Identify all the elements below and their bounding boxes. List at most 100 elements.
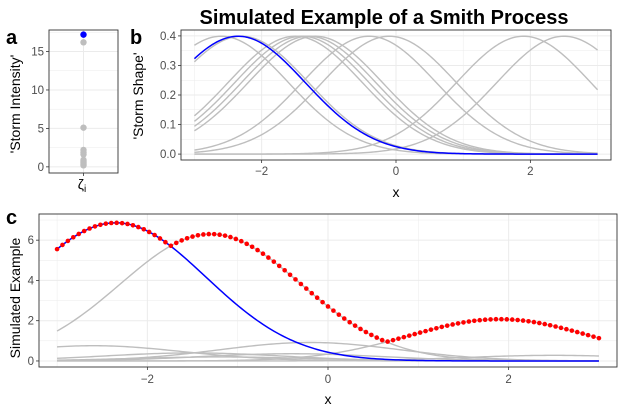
panel-c-max-point [520, 318, 526, 323]
panel-c-max-point [125, 221, 130, 227]
panel-a-xlabel-sub: i [84, 184, 86, 195]
panel-c-max-point [564, 326, 569, 332]
figure-title: Simulated Example of a Smith Process [199, 7, 568, 29]
panel-c-max-point [390, 337, 396, 343]
panel-c-max-point [531, 319, 537, 325]
panel-c-max-point [553, 324, 558, 329]
panel-c-max-point [81, 228, 87, 234]
panel-c-max-point [179, 238, 184, 243]
panel-c-max-point [201, 232, 206, 237]
panel-c-max-point [444, 323, 450, 328]
panel-c-max-point [314, 295, 320, 301]
panel-c-max-point [190, 234, 195, 239]
panel-c: 0 2 4 6 −2 0 2 [28, 213, 618, 386]
panel-c-max-point [331, 308, 336, 313]
panel-c-xtick-label: 2 [505, 374, 511, 386]
panel-c-max-point [341, 316, 347, 321]
panel-c-max-point [472, 318, 477, 324]
panel-c-max-point [233, 236, 239, 242]
panel-c-max-point [114, 220, 119, 226]
panel-c-max-point [396, 336, 401, 341]
panel-c-max-point [152, 232, 157, 238]
panel-c-max-point [293, 277, 298, 282]
panel-b-storm-curve [194, 35, 598, 155]
panel-c-max-point [509, 317, 515, 322]
panel-c-max-point [585, 332, 591, 338]
panel-c-max-point [217, 232, 222, 237]
panel-c-storm-curve [57, 341, 599, 362]
panel-c-max-point [260, 251, 266, 257]
panel-b-xtick-label: −2 [255, 166, 268, 178]
panel-c-max-point [574, 329, 580, 335]
panel-c-max-point [482, 317, 488, 323]
panel-c-max-point [569, 328, 575, 333]
panel-c-max-point [76, 231, 82, 237]
panel-b-tag: b [130, 27, 142, 49]
panel-c-tag: c [6, 207, 17, 229]
panel-c-max-point [352, 323, 358, 328]
panel-c-max-point [379, 337, 385, 343]
panel-a-ylabel: 'Storm Intensity' [7, 55, 23, 154]
panel-c-max-point [369, 332, 374, 338]
panel-c-max-point [276, 263, 282, 269]
panel-c-max-point [439, 324, 445, 330]
panel-c-max-point [222, 233, 228, 238]
panel-c-xlabel: x [325, 391, 332, 407]
panel-c-max-point [591, 334, 596, 339]
panel-c-max-point [423, 328, 428, 334]
panel-c-max-point [282, 268, 287, 273]
panel-c-max-point [249, 244, 255, 250]
panel-c-max-point [54, 246, 60, 252]
panel-c-max-point [239, 238, 244, 244]
panel-a: 0 5 10 15 [31, 29, 119, 176]
panel-c-max-point [325, 304, 331, 309]
panel-c-max-point [271, 259, 277, 264]
panel-c-xtick-label: −2 [141, 374, 154, 386]
panel-c-max-point [173, 240, 179, 246]
panel-c-max-point [466, 319, 472, 324]
panel-c-max-point [363, 329, 369, 335]
panel-c-max-point [244, 241, 250, 247]
panel-b: 0.0 0.1 0.2 0.3 0.4 −2 0 2 [160, 29, 612, 178]
panel-a-ytick-label: 5 [38, 123, 44, 135]
panel-c-max-point [87, 226, 92, 231]
panel-c-max-point [141, 227, 147, 232]
panel-c-max-point [228, 234, 233, 240]
panel-c-max-point [71, 234, 76, 240]
panel-a-plot-border [48, 29, 119, 174]
panel-c-xtick-label: 0 [325, 374, 331, 386]
panel-c-max-point [596, 335, 602, 341]
panel-c-max-point [108, 220, 114, 226]
panel-c-max-point [255, 247, 260, 253]
panel-a-ytick-label: 10 [31, 85, 44, 97]
panel-c-max-point [157, 236, 163, 241]
panel-a-ytick-label: 15 [31, 47, 44, 59]
panel-b-xtick-label: 2 [527, 166, 533, 178]
panel-c-max-point [455, 321, 461, 326]
panel-b-ylabel: 'Storm Shape' [130, 52, 146, 139]
panel-c-max-point [211, 231, 217, 237]
panel-c-max-point [547, 322, 553, 328]
panel-a-point [80, 151, 87, 158]
panel-c-max-point [499, 316, 504, 322]
panel-c-max-point [417, 330, 423, 335]
panel-a-point-highlight [80, 31, 87, 38]
panel-c-max-point [504, 317, 510, 322]
panel-c-max-point [401, 334, 407, 340]
panel-b-storm-curve-highlight [193, 35, 598, 155]
panel-c-max-point [385, 339, 390, 344]
panel-c-max-point [184, 235, 190, 241]
panel-c-max-point [488, 317, 493, 322]
panel-c-max-point [493, 316, 499, 322]
panel-b-storm-curve [194, 35, 598, 154]
panel-c-max-point [195, 233, 201, 238]
panel-c-max-point [98, 222, 103, 228]
panel-c-max-point [320, 299, 325, 305]
panel-c-max-point [526, 318, 531, 324]
panel-c-max-point [461, 320, 466, 325]
panel-b-ytick-label: 0.0 [160, 149, 176, 161]
panel-b-plot-border [180, 29, 612, 161]
panel-c-max-point [428, 327, 434, 332]
panel-c-plot-border [38, 213, 618, 368]
